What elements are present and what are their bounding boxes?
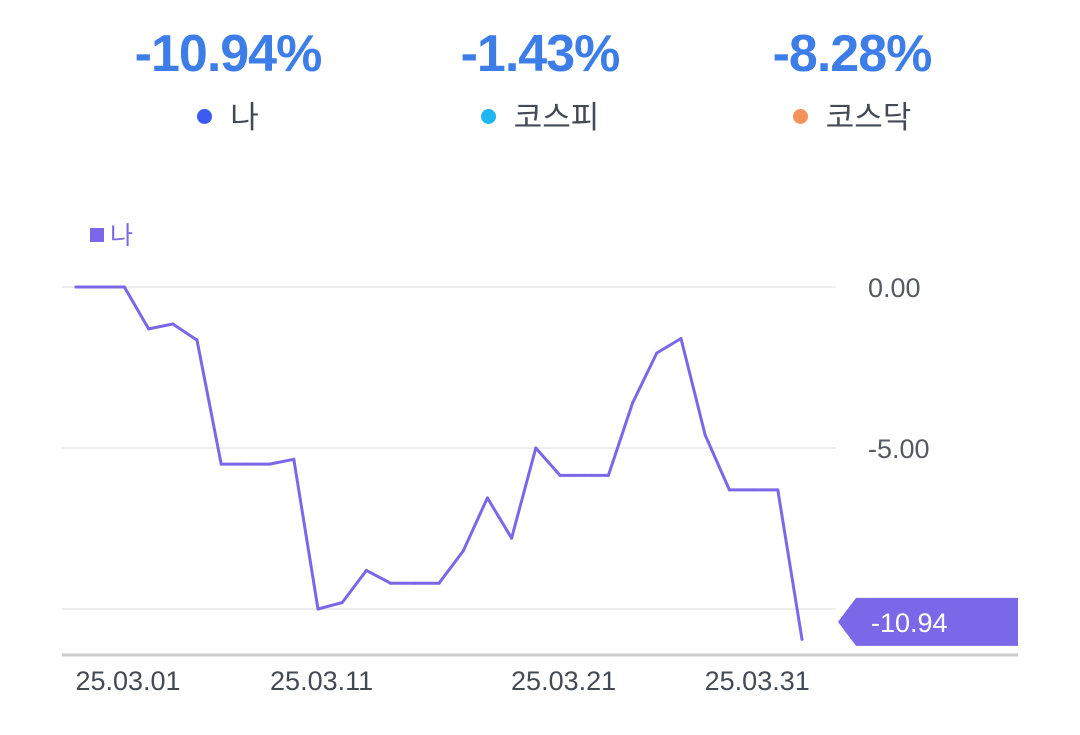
legend-square-icon [90,228,104,242]
x-tick-labels: 25.03.01 25.03.11 25.03.21 25.03.31 [75,666,809,696]
x-tick-label: 25.03.01 [75,666,180,696]
kosdaq-return-legend: 코스닥 [702,98,1002,138]
data-point [292,457,296,461]
data-point [98,285,102,289]
kosdaq-dot-icon [792,109,808,124]
last-value-badge [838,597,1018,646]
last-value-badge-label: -10.94 [871,608,948,638]
chart-legend-label: 나 [110,222,134,250]
data-point [364,568,368,572]
data-point [122,285,126,289]
my-return-label: 나 [230,100,259,135]
grid-lines [62,286,836,610]
data-point [413,581,417,585]
kospi-dot-icon [480,109,496,124]
data-point [510,536,514,540]
data-point [558,473,562,477]
last-value-badge-layer: -10.94 [838,597,1018,646]
data-point [727,488,731,492]
data-point [195,338,199,342]
data-point [703,433,707,437]
data-point [534,446,538,450]
data-point [316,607,320,611]
y-tick-label: 0.00 [868,273,921,303]
data-point [776,488,780,492]
data-point [655,351,659,355]
kospi-return-value: -1.43% [460,25,621,83]
data-point [582,473,586,477]
data-point [268,462,272,466]
series-line-me [74,285,804,641]
data-point [74,285,78,289]
data-point [147,327,151,331]
x-tick-label: 25.03.31 [705,666,810,696]
data-point [800,637,804,641]
my-return-value: -10.94% [134,25,323,83]
data-point [340,601,344,605]
data-point [461,549,465,553]
data-point [171,322,175,326]
summary-kosdaq-return: -8.28% 코스닥 [702,22,1002,138]
y-tick-labels: 0.00 -5.00 [868,273,930,464]
y-tick-label: -5.00 [868,434,930,464]
x-tick-label: 25.03.11 [270,666,373,696]
summary-kospi-return: -1.43% 코스피 [390,22,690,138]
return-summary: -10.94% 나 -1.43% 코스피 -8.28% 코스닥 [0,0,1080,160]
my-return-legend: 나 [78,98,378,138]
x-tick-label: 25.03.21 [511,666,616,696]
data-point [606,473,610,477]
series-layer [74,285,804,641]
my-dot-icon [197,109,213,124]
summary-my-return: -10.94% 나 [78,22,378,138]
data-point [437,581,441,585]
kosdaq-return-label: 코스닥 [825,100,912,135]
data-point [752,488,756,492]
data-point [679,337,683,341]
data-point [243,462,247,466]
data-point [631,401,635,405]
kospi-return-label: 코스피 [513,100,600,135]
kospi-return-legend: 코스피 [390,98,690,138]
data-point [389,581,393,585]
chart-legend: 나 [90,220,133,252]
kosdaq-return-value: -8.28% [772,25,933,83]
data-point [485,496,489,500]
data-point [219,462,223,466]
